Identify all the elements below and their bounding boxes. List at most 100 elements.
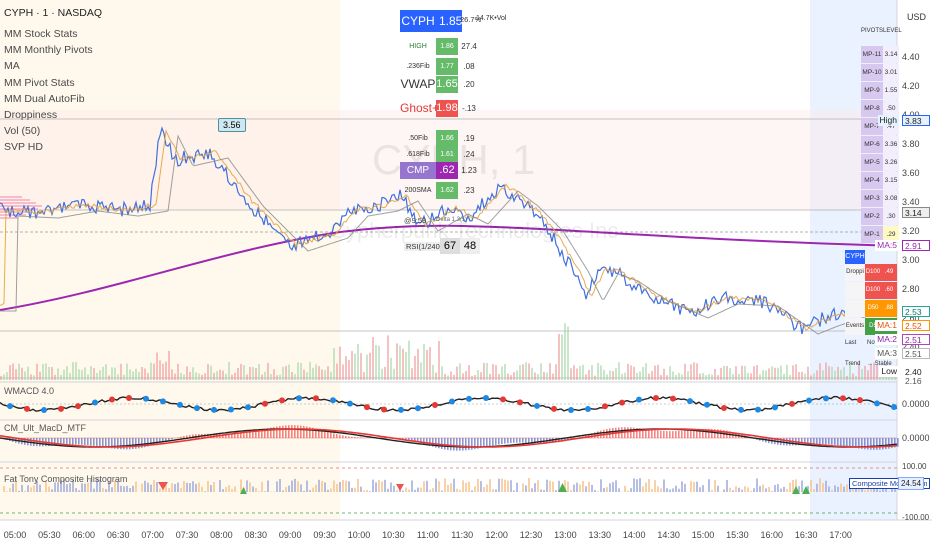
time-tick: 14:00 xyxy=(622,530,646,540)
composite-bar xyxy=(816,483,818,492)
droppiness-row-label: Events xyxy=(845,318,865,335)
volume-bar xyxy=(204,373,206,380)
composite-bar xyxy=(249,482,251,492)
composite-bar xyxy=(456,488,458,492)
droppiness-row-label xyxy=(845,300,865,317)
pivot-label: MP-2 xyxy=(861,208,883,225)
time-tick: 10:30 xyxy=(382,530,405,540)
indicator-item[interactable]: Vol (50) xyxy=(4,125,41,138)
indicator-item[interactable]: MM Monthly Pivots xyxy=(4,44,93,57)
volume-bar xyxy=(783,373,785,380)
volume-bar xyxy=(438,341,440,380)
volume-bar xyxy=(564,323,566,380)
pivot-label: MP-3 xyxy=(861,190,883,207)
composite-bar xyxy=(66,484,68,492)
volume-bar xyxy=(174,373,176,380)
composite-bar xyxy=(600,479,602,492)
macd-hist-bar xyxy=(513,438,515,443)
macd-hist-bar xyxy=(270,427,272,438)
indicator-item[interactable]: SVP HD xyxy=(4,141,43,154)
macd-hist-bar xyxy=(429,438,431,446)
time-tick: 06:30 xyxy=(106,530,130,540)
volume-bar xyxy=(540,363,542,380)
composite-bar xyxy=(135,481,137,492)
time-tick: 05:30 xyxy=(38,530,61,540)
composite-bar xyxy=(285,487,287,492)
macd-hist-bar xyxy=(279,426,281,438)
macd-hist-bar xyxy=(867,438,869,450)
indicator-item[interactable]: Droppiness xyxy=(4,109,58,121)
volume-bar xyxy=(153,363,155,380)
composite-bar xyxy=(264,491,266,492)
composite-bar xyxy=(714,480,716,492)
wmacd-dot xyxy=(330,397,336,404)
macd-hist-bar xyxy=(195,434,197,438)
composite-bar xyxy=(576,482,578,492)
pane3-value: 0.0000 xyxy=(902,433,930,443)
macd-hist-bar xyxy=(855,438,857,449)
wmacd-dot xyxy=(721,404,727,411)
composite-bar xyxy=(390,482,392,492)
composite-bar xyxy=(213,481,215,492)
indicator-item[interactable]: MM Dual AutoFib xyxy=(4,92,85,105)
composite-bar xyxy=(636,479,638,492)
macd-hist-bar xyxy=(105,438,107,448)
macd-hist-bar xyxy=(102,438,104,448)
macd-hist-bar xyxy=(660,430,662,438)
macd-hist-bar xyxy=(285,425,287,438)
composite-bar xyxy=(540,489,542,492)
composite-bar xyxy=(516,482,518,492)
macd-hist-bar xyxy=(840,438,842,446)
macd-hist-bar xyxy=(210,433,212,438)
pivot-level: 3.08 xyxy=(883,190,899,207)
composite-bar xyxy=(168,487,170,492)
volume-bar xyxy=(297,362,299,380)
composite-bar xyxy=(498,478,500,492)
indicator-item[interactable]: MM Pivot Stats xyxy=(4,76,75,89)
volume-bar xyxy=(672,371,674,380)
composite-bar xyxy=(24,490,26,492)
axis-tag-value: 3.83 xyxy=(902,115,930,126)
volume-bar xyxy=(102,366,104,380)
rsi-time: @9:59 xyxy=(404,216,427,225)
volume-bar xyxy=(345,356,347,380)
macd-hist-bar xyxy=(453,438,455,451)
wmacd-dots xyxy=(7,395,897,413)
composite-bar xyxy=(528,478,530,492)
volume-bar xyxy=(453,374,455,380)
macd-hist-bar xyxy=(243,433,245,438)
volume-bar xyxy=(462,373,464,380)
indicator-item[interactable]: MA xyxy=(4,60,20,73)
volume-bar xyxy=(819,363,821,380)
volume-bar xyxy=(822,370,824,380)
time-tick: 10:00 xyxy=(347,530,371,540)
macd-hist-bar xyxy=(123,438,125,450)
wmacd-dot xyxy=(432,402,438,409)
symbol-title[interactable]: CYPH · 1 · NASDAQ xyxy=(4,7,103,19)
volume-bar xyxy=(309,362,311,380)
composite-bar xyxy=(765,488,767,492)
composite-bar xyxy=(543,489,545,492)
indicator-item[interactable]: MM Stock Stats xyxy=(4,28,78,40)
composite-bar xyxy=(648,479,650,492)
composite-bar xyxy=(738,487,740,492)
volume-bar xyxy=(411,368,413,380)
volume-bar xyxy=(744,365,746,380)
macd-hist-bar xyxy=(288,425,290,438)
macd-hist-bar xyxy=(273,427,275,438)
volume-bar xyxy=(96,373,98,380)
volume-bar xyxy=(816,370,818,380)
macd-hist-bar xyxy=(303,425,305,438)
composite-bar xyxy=(699,487,701,492)
volume-bar xyxy=(252,366,254,380)
macd-hist-bar xyxy=(249,432,251,438)
macd-hist-bar xyxy=(444,438,446,450)
volume-bar xyxy=(846,375,848,380)
composite-bar xyxy=(801,480,803,492)
composite-bar xyxy=(612,482,614,492)
wmacd-dot xyxy=(381,406,387,413)
volume-bar xyxy=(114,367,116,380)
droppiness-row-label: Droppi xyxy=(845,264,865,281)
volume-bar xyxy=(237,367,239,380)
volume-bar xyxy=(27,366,29,380)
